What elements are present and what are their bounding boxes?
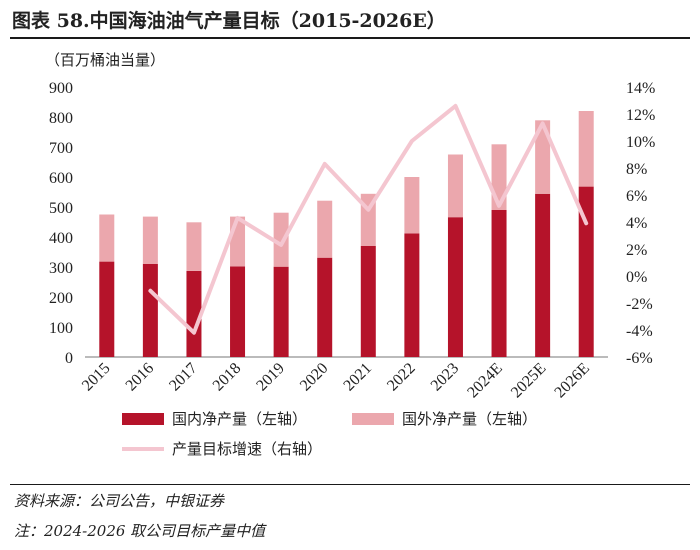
bar-domestic-2022	[404, 233, 420, 357]
right-axis-tick-label: 10%	[626, 134, 655, 151]
left-axis-tick-label: 900	[49, 80, 73, 97]
right-axis-tick-label: 12%	[626, 107, 655, 124]
left-axis-tick-label: 200	[49, 290, 73, 307]
source-note: 资料来源：公司公告，中银证券	[14, 492, 225, 510]
bar-overseas-2016	[142, 216, 158, 264]
right-axis-tick-label: -4%	[626, 323, 653, 340]
bar-domestic-2025E	[535, 193, 551, 357]
bar-domestic-2018	[230, 266, 246, 357]
bar-overseas-2019	[273, 212, 289, 267]
bar-domestic-2015	[99, 261, 115, 357]
left-axis-tick-label: 0	[65, 350, 73, 367]
right-axis-tick-label: 4%	[626, 215, 647, 232]
x-axis-tick-label: 2021	[340, 360, 375, 395]
bar-overseas-2020	[317, 200, 333, 258]
bar-overseas-2018	[230, 216, 246, 267]
left-axis-tick-label: 100	[49, 320, 73, 337]
x-axis-tick-label: 2018	[210, 360, 245, 395]
bar-overseas-2026E	[578, 111, 594, 187]
left-axis-tick-label: 700	[49, 140, 73, 157]
right-axis-tick-label: -6%	[626, 350, 653, 367]
bar-overseas-2017	[186, 222, 202, 271]
figure-title: 图表 58.中国海油油气产量目标（2015-2026E）	[12, 10, 446, 32]
bar-domestic-2026E	[578, 186, 594, 357]
left-axis-unit-label: （百万桶油当量）	[45, 52, 165, 69]
x-axis-tick-label: 2019	[253, 360, 288, 395]
x-axis-tick-label: 2017	[166, 360, 201, 395]
bar-domestic-2020	[317, 257, 333, 357]
right-axis-tick-label: -2%	[626, 296, 653, 313]
x-axis-tick-label: 2020	[297, 360, 332, 395]
left-axis-tick-label: 300	[49, 260, 73, 277]
bar-domestic-2023	[447, 217, 463, 357]
bar-domestic-2019	[273, 266, 289, 357]
bar-overseas-2024E	[491, 144, 507, 210]
right-axis-tick-label: 6%	[626, 188, 647, 205]
x-axis-tick-label: 2015	[79, 360, 114, 395]
right-axis-tick-label: 0%	[626, 269, 647, 286]
x-axis-tick-label: 2016	[123, 360, 158, 395]
bar-domestic-2017	[186, 270, 202, 357]
legend-swatch-overseas	[352, 413, 394, 425]
growth-rate-line	[148, 103, 589, 335]
right-axis-tick-label: 2%	[626, 242, 647, 259]
bar-domestic-2024E	[491, 210, 507, 357]
bar-overseas-2022	[404, 177, 420, 234]
legend-label-growth: 产量目标增速（右轴）	[172, 441, 322, 458]
left-axis-tick-label: 400	[49, 230, 73, 247]
right-axis-tick-label: 14%	[626, 80, 655, 97]
x-axis-tick-label: 2022	[384, 360, 419, 395]
left-axis-tick-label: 600	[49, 170, 73, 187]
x-axis-tick-label: 2026E	[551, 360, 593, 402]
left-axis-tick-label: 800	[49, 110, 73, 127]
x-axis-tick-label: 2024E	[464, 360, 506, 402]
legend-swatch-domestic	[122, 413, 164, 425]
bar-overseas-2015	[99, 214, 115, 262]
x-axis-tick-label: 2023	[428, 360, 463, 395]
bottom-rule	[10, 484, 690, 485]
bar-overseas-2025E	[535, 120, 551, 194]
x-axis-tick-label: 2025E	[508, 360, 550, 402]
legend-label-domestic: 国内净产量（左轴）	[172, 411, 307, 428]
footnote: 注：2024-2026 取公司目标产量中值	[14, 522, 266, 540]
left-axis-tick-label: 500	[49, 200, 73, 217]
bar-overseas-2023	[447, 154, 463, 218]
bar-domestic-2021	[360, 246, 376, 357]
chart: （百万桶油当量） 0 100 200 300 400 500 600 700 800 900 -6% -…	[45, 52, 655, 458]
legend-label-overseas: 国外净产量（左轴）	[402, 411, 537, 428]
right-axis-tick-label: 8%	[626, 161, 647, 178]
top-rule	[10, 37, 690, 39]
bar-domestic-2016	[142, 264, 158, 357]
